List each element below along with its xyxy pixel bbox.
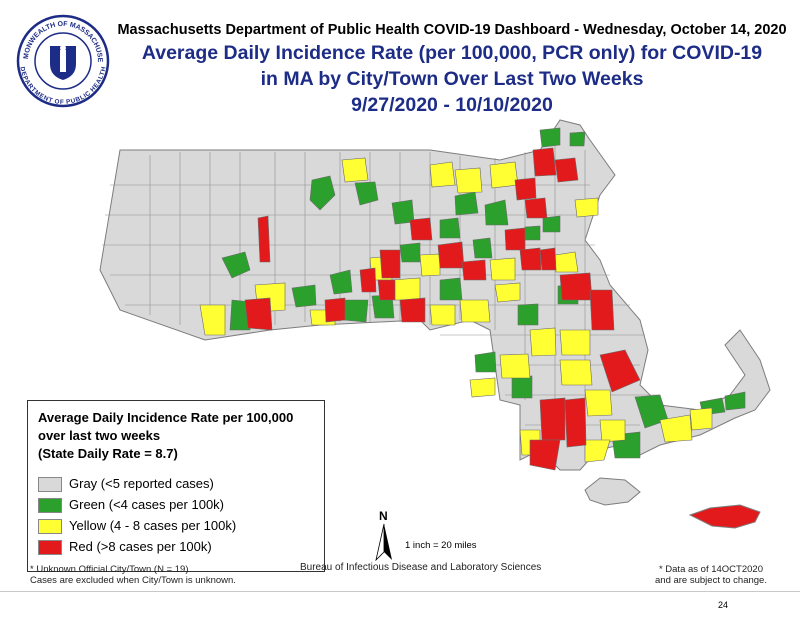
bureau-credit: Bureau of Infectious Disease and Laborat… — [300, 562, 542, 573]
legend-swatch-gray — [38, 477, 62, 493]
legend-item-red: Red (>8 cases per 100k) — [38, 538, 212, 556]
nantucket — [688, 504, 761, 529]
massachusetts-town-map — [99, 119, 771, 529]
marthas-vineyard — [584, 477, 641, 506]
legend-title-line1: Average Daily Incidence Rate per 100,000 — [38, 410, 294, 425]
legend-label-yellow: Yellow (4 - 8 cases per 100k) — [69, 518, 237, 533]
scale-label: 1 inch = 20 miles — [405, 540, 477, 551]
legend-label-green: Green (<4 cases per 100k) — [69, 497, 224, 512]
map-legend: Average Daily Incidence Rate per 100,000… — [27, 400, 325, 572]
north-arrow-icon — [375, 523, 392, 562]
legend-title: Average Daily Incidence Rate per 100,000… — [38, 409, 318, 463]
data-as-of-note: * Data as of 14OCT2020 and are subject t… — [655, 564, 767, 586]
dph-seal-logo: COMMONWEALTH OF MASSACHUSETTS DEPARTMENT… — [16, 14, 110, 108]
legend-title-line2: over last two weeks — [38, 428, 161, 443]
unknown-town-note: * Unknown Official City/Town (N = 19) Ca… — [30, 564, 236, 586]
map-title-line2: in MA by City/Town Over Last Two Weeks — [260, 68, 644, 90]
unknown-town-note-line2: Cases are excluded when City/Town is unk… — [30, 575, 236, 586]
legend-item-green: Green (<4 cases per 100k) — [38, 496, 224, 514]
legend-label-gray: Gray (<5 reported cases) — [69, 476, 214, 491]
map-date-range: 9/27/2020 - 10/10/2020 — [351, 94, 553, 116]
map-title-line1: Average Daily Incidence Rate (per 100,00… — [141, 42, 763, 64]
legend-swatch-yellow — [38, 519, 62, 535]
page-number: 24 — [718, 600, 729, 610]
unknown-town-note-line1: * Unknown Official City/Town (N = 19) — [30, 564, 189, 575]
data-as-of-line2: and are subject to change. — [655, 575, 767, 586]
legend-swatch-green — [38, 498, 62, 514]
legend-item-gray: Gray (<5 reported cases) — [38, 475, 214, 493]
legend-swatch-red — [38, 540, 62, 556]
dashboard-date-line: Massachusetts Department of Public Healt… — [117, 22, 787, 38]
legend-label-red: Red (>8 cases per 100k) — [69, 539, 212, 554]
legend-state-rate: (State Daily Rate = 8.7) — [38, 446, 178, 461]
header: Massachusetts Department of Public Healt… — [112, 20, 792, 118]
slide-frame — [0, 591, 800, 592]
north-label: N — [379, 509, 388, 523]
data-as-of-line1: * Data as of 14OCT2020 — [658, 564, 763, 575]
legend-item-yellow: Yellow (4 - 8 cases per 100k) — [38, 517, 237, 535]
